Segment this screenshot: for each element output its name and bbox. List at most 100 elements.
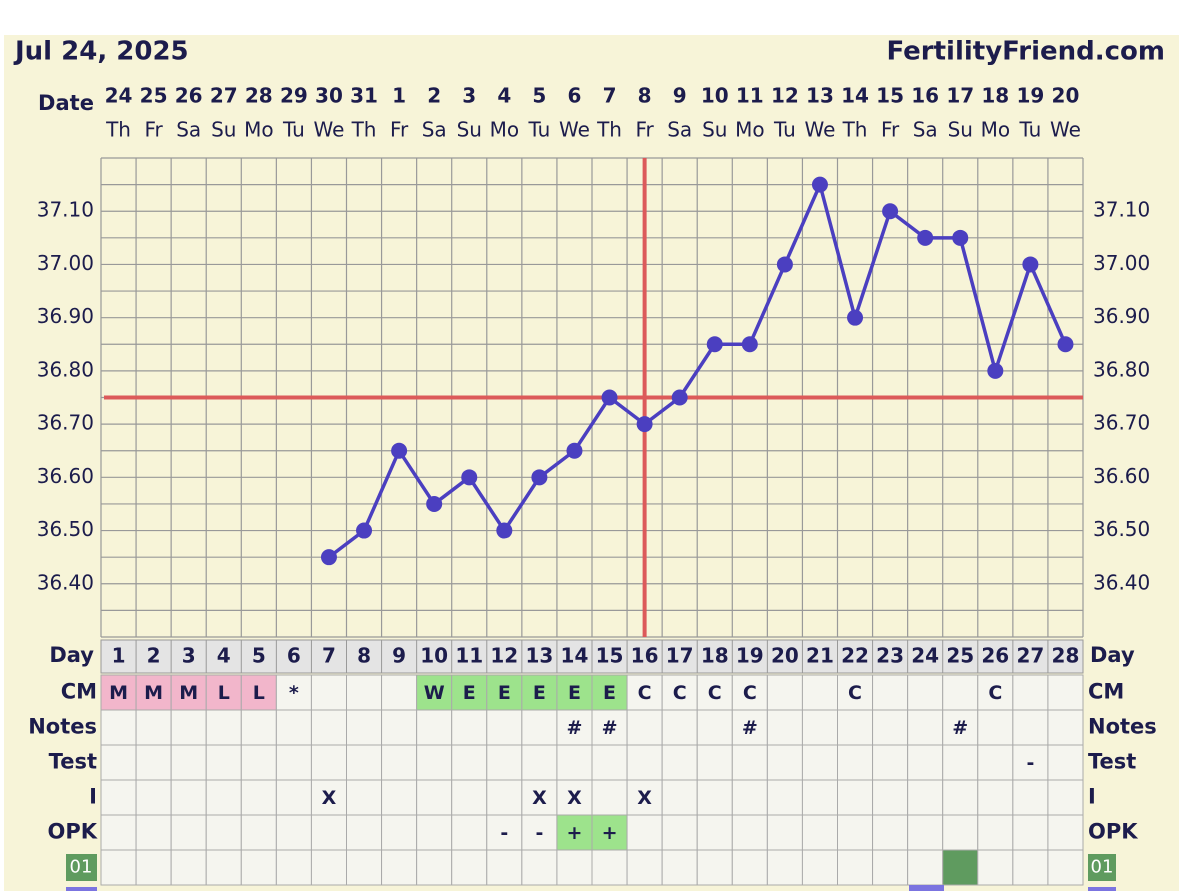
table-cell (381, 744, 418, 781)
table-cell (100, 709, 137, 746)
table-cell (731, 814, 768, 851)
table-cell (170, 744, 207, 781)
table-cell (310, 674, 347, 711)
table-cell (801, 849, 839, 886)
day-number: 1 (112, 644, 126, 668)
y-tick-label: 36.90 (37, 304, 94, 328)
table-cell (872, 744, 909, 781)
table-cell (135, 814, 172, 851)
table-cell (451, 779, 488, 816)
cell-value: + (567, 822, 583, 844)
date-label: 3 (462, 84, 476, 108)
temperature-point (952, 229, 969, 246)
day-number: 6 (287, 644, 301, 668)
y-tick-label: 37.10 (37, 198, 94, 222)
table-cell (661, 709, 698, 746)
temperature-point (601, 389, 618, 406)
row-badge (66, 887, 97, 891)
table-cell (275, 744, 312, 781)
table-cell (731, 744, 768, 781)
table-cell (766, 744, 803, 781)
date-label: 27 (210, 84, 238, 108)
table-cell (416, 674, 453, 711)
temperature-point (917, 229, 934, 246)
date-label: 11 (736, 84, 764, 108)
table-cell (240, 674, 277, 711)
table-cell (416, 744, 453, 781)
table-cell (801, 779, 839, 816)
cell-value: X (637, 787, 652, 809)
weekday-label: Mo (981, 118, 1011, 142)
temperature-point (741, 336, 758, 353)
site-name: FertilityFriend.com (886, 37, 1165, 67)
table-cell (1047, 709, 1084, 746)
cell-value: + (602, 822, 618, 844)
temperature-point (320, 549, 337, 566)
table-cell (346, 849, 383, 886)
table-cell (135, 849, 172, 886)
day-number: 11 (455, 644, 483, 668)
table-cell (1047, 674, 1084, 711)
table-cell (205, 779, 242, 816)
temperature-point (426, 495, 443, 512)
cell-value: # (742, 717, 758, 739)
table-cell (1012, 709, 1049, 746)
day-number: 24 (911, 644, 939, 668)
table-cell (451, 744, 488, 781)
table-cell (170, 849, 207, 886)
temperature-point (566, 442, 583, 459)
weekday-label: We (805, 118, 836, 142)
table-cell (135, 709, 172, 746)
day-number: 7 (322, 644, 336, 668)
table-cell (907, 849, 944, 886)
table-cell (837, 744, 874, 781)
temperature-point (1057, 336, 1074, 353)
row-label: 01 (1091, 857, 1114, 878)
date-label: 15 (876, 84, 904, 108)
cell-fill (909, 885, 944, 891)
table-cell (521, 849, 558, 886)
date-label: 14 (841, 84, 869, 108)
cell-value: E (498, 682, 511, 704)
weekday-label: Fr (144, 118, 163, 142)
table-cell (661, 849, 698, 886)
table-cell (872, 709, 909, 746)
cell-value: M (109, 682, 128, 704)
table-cell (1012, 779, 1049, 816)
cell-value: # (952, 717, 968, 739)
chart-date: Jul 24, 2025 (13, 37, 189, 67)
weekday-label: We (314, 118, 345, 142)
table-cell (381, 849, 418, 886)
weekday-label: Th (842, 118, 868, 142)
weekday-label: Th (105, 118, 131, 142)
temperature-point (706, 336, 723, 353)
table-cell (556, 849, 593, 886)
table-cell (240, 849, 277, 886)
row-label: Notes (1088, 715, 1157, 739)
temperature-point (882, 203, 899, 220)
y-tick-label: 37.00 (37, 251, 94, 275)
table-cell (801, 674, 839, 711)
cell-value: - (535, 822, 543, 844)
day-number: 25 (946, 644, 974, 668)
table-cell (591, 779, 628, 816)
table-cell (977, 674, 1014, 711)
y-tick-label: 36.50 (1093, 517, 1150, 541)
table-cell (837, 709, 874, 746)
cell-value: - (1026, 752, 1034, 774)
table-cell (100, 744, 137, 781)
weekday-label: Fr (390, 118, 409, 142)
table-cell (486, 709, 523, 746)
table-cell (346, 709, 383, 746)
table-cell (416, 779, 453, 816)
table-cell (170, 814, 207, 851)
table-cell (521, 779, 558, 816)
weekday-label: Mo (244, 118, 274, 142)
table-cell (661, 814, 698, 851)
table-cell (381, 779, 418, 816)
table-cell (942, 744, 979, 781)
cell-value: L (218, 682, 230, 704)
date-label: 19 (1016, 84, 1044, 108)
table-cell (801, 744, 839, 781)
